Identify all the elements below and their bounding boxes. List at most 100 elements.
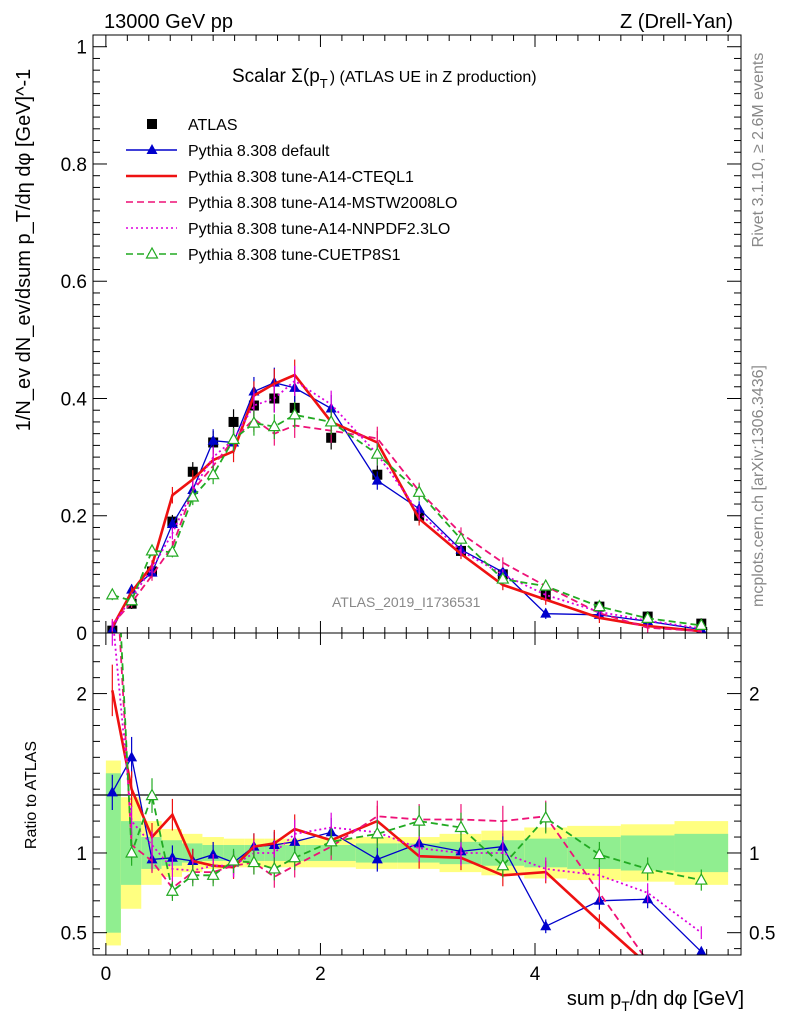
main-panel: 0 0.2 0.4 0.6 0.8 1 1/N_ev dN_ev/dsum p_T/dη … <box>13 34 742 645</box>
data-point <box>694 872 708 885</box>
data-point <box>145 788 159 801</box>
data-point <box>166 517 178 528</box>
series-line <box>120 633 702 893</box>
data-point <box>539 810 553 823</box>
y-tick-label-right: 0.5 <box>749 924 775 945</box>
series-pythia-8-308-tune-cuetp8s1 <box>107 448 708 901</box>
data-point <box>186 868 200 880</box>
data-point <box>206 467 220 480</box>
data-point <box>288 407 302 420</box>
x-tick-label: 2 <box>315 964 326 985</box>
data-point <box>186 489 200 502</box>
data-point <box>371 474 383 485</box>
y-tick-label: 0.5 <box>61 924 87 945</box>
series-pythia-8-308-tune-a14-nnpdf2-3lo <box>111 633 702 940</box>
legend-label: Pythia 8.308 tune-A14-CTEQL1 <box>188 169 414 186</box>
mcplots-label: mcplots.cern.ch [arXiv:1306.3436] <box>750 365 767 607</box>
data-point <box>540 607 552 618</box>
y-tick-label: 0.8 <box>61 155 87 176</box>
data-point <box>228 416 239 427</box>
legend: ATLAS Pythia 8.308 default Pythia 8.308 tu… <box>126 117 457 264</box>
data-point <box>165 544 179 557</box>
y-tick-label: 1 <box>76 844 87 865</box>
header-right: Z (Drell-Yan) <box>620 11 733 33</box>
band-inner <box>567 837 621 869</box>
header-left: 13000 GeV pp <box>104 11 233 33</box>
data-point <box>145 543 159 556</box>
ratio-y-tick-labels: 0.5 0.5 1 1 2 2 <box>61 685 776 945</box>
y-tick-label-right: 2 <box>749 685 760 706</box>
band-inner <box>674 833 729 873</box>
data-point <box>454 820 468 833</box>
data-point <box>207 434 219 445</box>
data-point <box>412 813 426 826</box>
legend-label: Pythia 8.308 tune-A14-NNPDF2.3LO <box>188 221 450 238</box>
data-point <box>125 593 139 606</box>
data-point <box>105 587 119 600</box>
data-point <box>370 826 384 839</box>
data-point <box>696 945 707 955</box>
data-point <box>496 858 510 871</box>
data-point <box>165 883 179 896</box>
data-point <box>592 847 606 860</box>
y-tick-label: 0.4 <box>61 389 88 410</box>
data-point <box>539 578 553 591</box>
data-point <box>371 853 383 864</box>
series-pythia-8-308-tune-cuetp8s1 <box>105 401 708 631</box>
main-ticks <box>93 35 741 634</box>
data-point <box>145 246 159 259</box>
data-point <box>125 845 139 858</box>
series-line <box>111 382 702 631</box>
y-tick-label: 0 <box>76 624 87 645</box>
data-point <box>412 485 426 497</box>
data-point <box>694 618 708 630</box>
ratio-y-axis-label: Ratio to ATLAS <box>23 741 40 849</box>
data-point <box>207 848 219 859</box>
series-line <box>111 379 702 630</box>
series-line <box>113 633 702 934</box>
legend-label: ATLAS <box>188 117 238 134</box>
ratio-ticks <box>93 633 741 955</box>
data-point <box>267 419 281 432</box>
main-series-group <box>105 359 708 633</box>
y-tick-label: 1 <box>76 38 87 59</box>
ratio-frame <box>92 632 742 956</box>
data-point <box>592 599 606 612</box>
data-point <box>227 432 241 445</box>
data-point <box>247 415 261 428</box>
data-point <box>288 850 302 863</box>
series-line <box>111 690 639 955</box>
data-point <box>267 861 281 874</box>
data-point <box>146 144 158 154</box>
y-tick-label: 2 <box>76 685 87 706</box>
legend-label: Pythia 8.308 tune-CUETP8S1 <box>188 247 401 264</box>
data-point <box>166 851 178 862</box>
x-tick-labels: 0 2 4 <box>101 964 541 985</box>
ratio-panel: 0.5 0.5 1 1 2 2 Ratio to ATLAS 0 2 4 sum pT/dη … <box>23 448 776 1014</box>
x-tick-label: 4 <box>530 964 541 985</box>
data-point <box>106 786 118 797</box>
main-y-axis-label: 1/N_ev dN_ev/dsum p_T/dη dφ [GeV]^-1 <box>13 69 35 432</box>
data-point <box>324 414 338 427</box>
main-title: Scalar Σ(pT) (ATLAS UE in Z production) <box>232 66 537 91</box>
data-point <box>227 853 241 866</box>
data-point <box>370 446 384 459</box>
data-point <box>206 868 220 880</box>
data-point <box>126 751 138 762</box>
series-line <box>111 373 702 633</box>
data-point <box>107 448 118 458</box>
data-point <box>641 861 655 874</box>
y-tick-label: 0.6 <box>61 272 87 293</box>
data-point <box>147 119 157 129</box>
data-point <box>641 611 655 623</box>
series-pythia-8-308-tune-a14-mstw2008lo <box>118 633 645 955</box>
y-tick-label: 0.2 <box>61 507 87 528</box>
data-point <box>324 834 338 847</box>
main-y-tick-labels: 0 0.2 0.4 0.6 0.8 1 <box>61 38 88 645</box>
y-tick-label-right: 1 <box>749 844 760 865</box>
x-tick-label: 0 <box>101 964 112 985</box>
band-inner <box>105 773 121 933</box>
analysis-watermark: ATLAS_2019_I1736531 <box>332 594 481 610</box>
data-point <box>496 571 510 584</box>
